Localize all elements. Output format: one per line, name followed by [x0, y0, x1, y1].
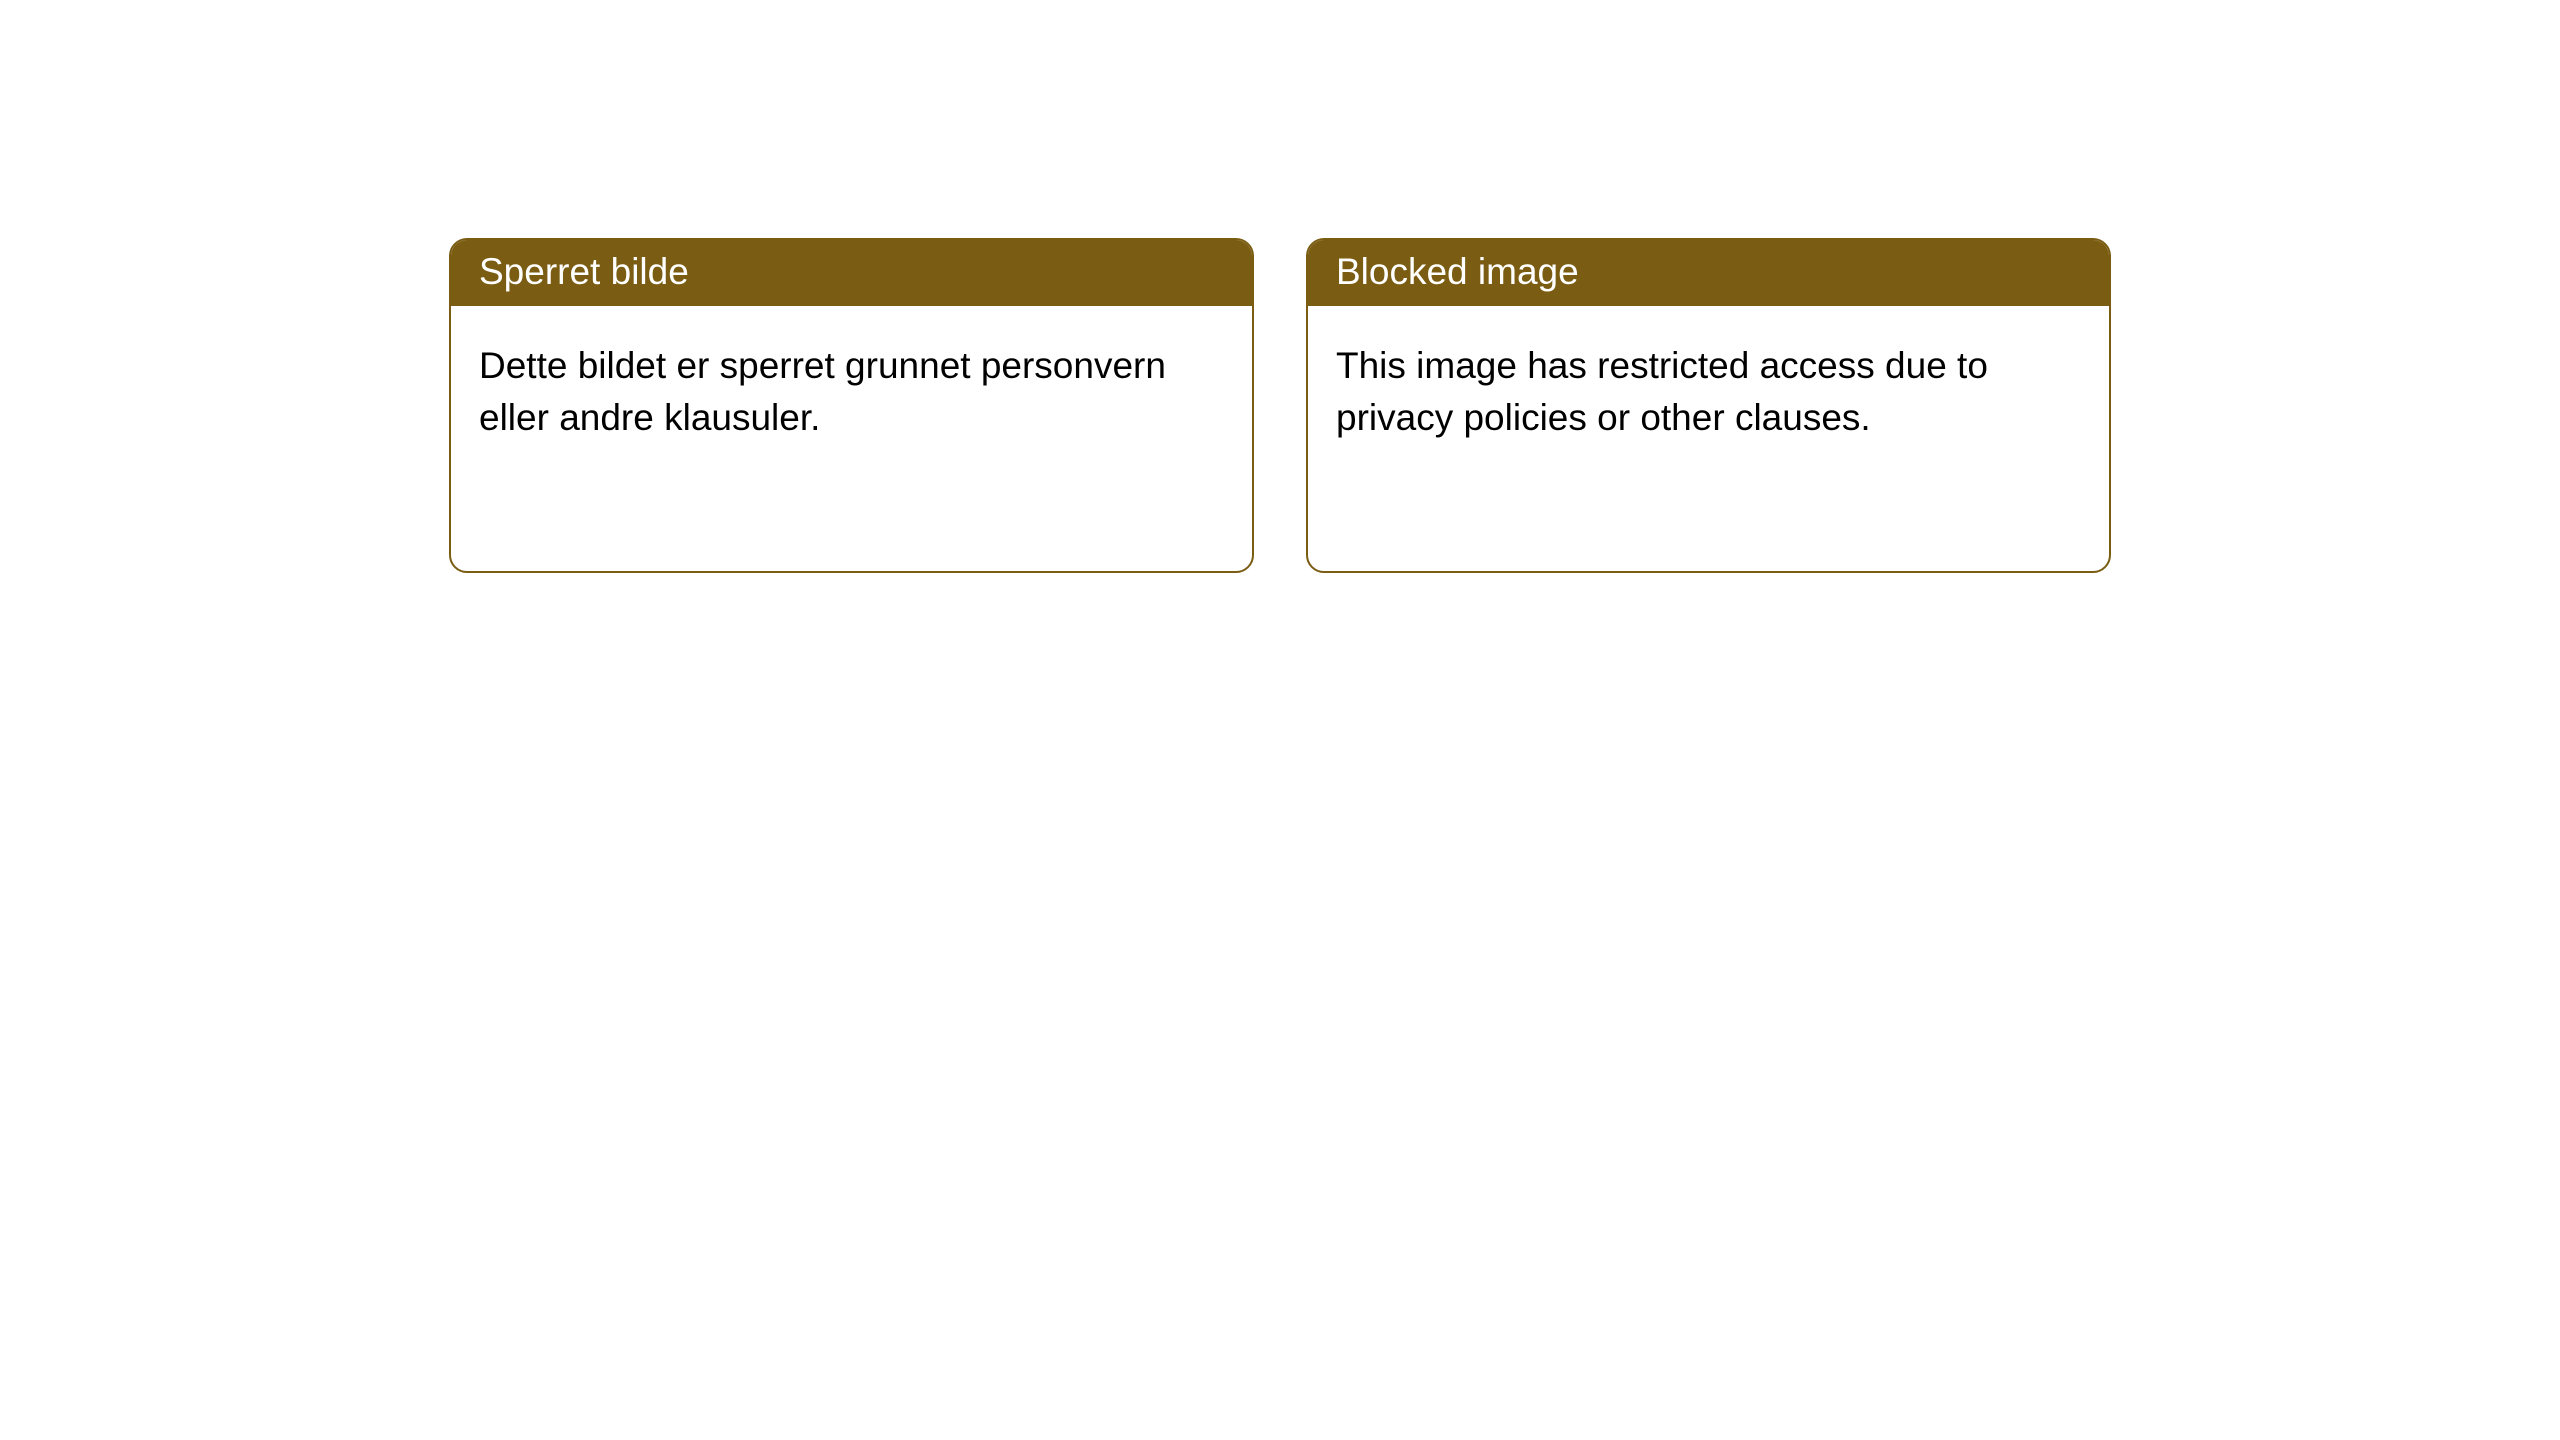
- notice-header: Blocked image: [1308, 240, 2109, 306]
- notice-card-norwegian: Sperret bilde Dette bildet er sperret gr…: [449, 238, 1254, 573]
- notice-body: Dette bildet er sperret grunnet personve…: [451, 306, 1252, 478]
- notice-header: Sperret bilde: [451, 240, 1252, 306]
- notice-container: Sperret bilde Dette bildet er sperret gr…: [0, 0, 2560, 573]
- notice-card-english: Blocked image This image has restricted …: [1306, 238, 2111, 573]
- notice-body: This image has restricted access due to …: [1308, 306, 2109, 478]
